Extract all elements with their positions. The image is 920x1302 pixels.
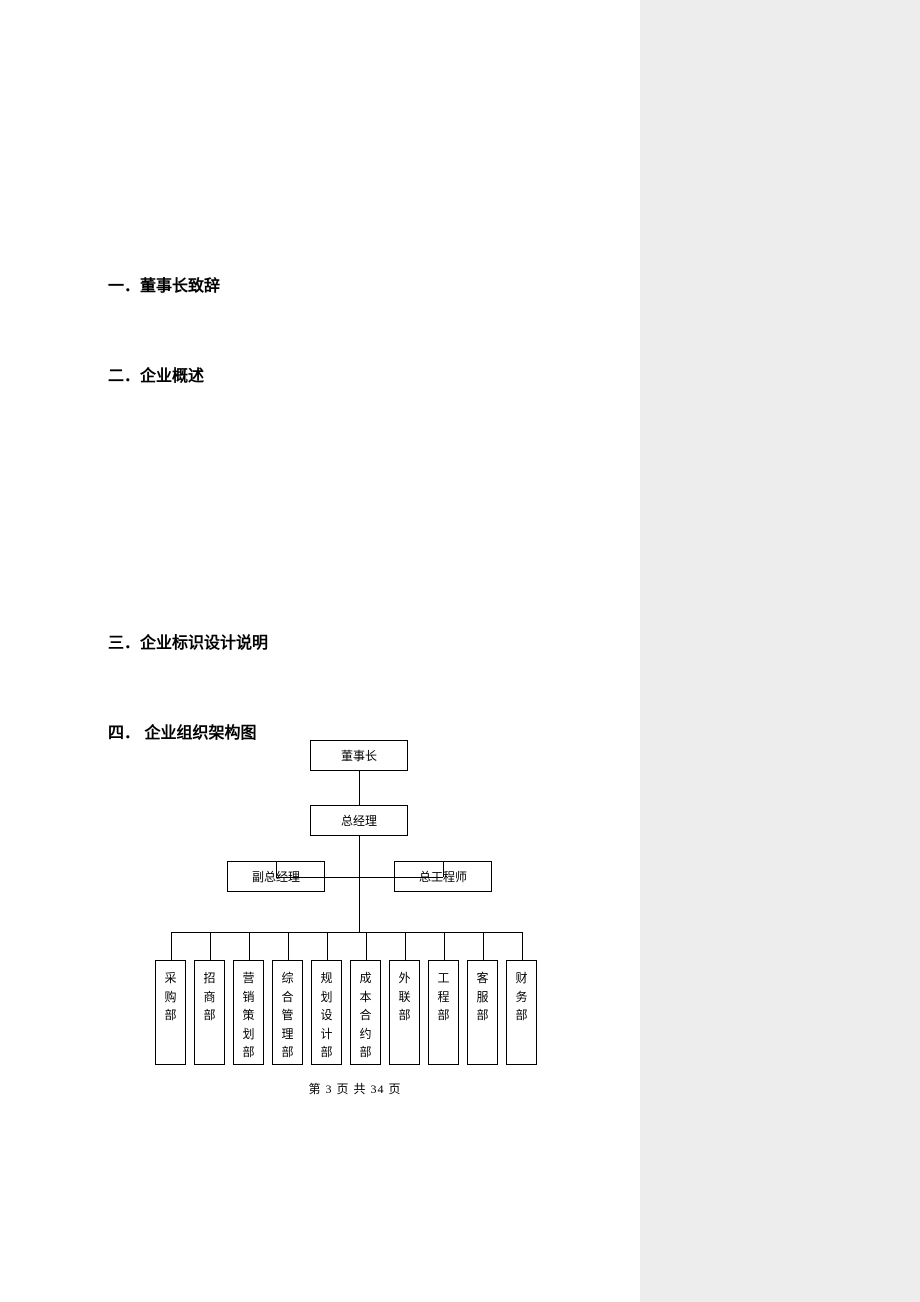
org-dept-box: 采购部: [155, 960, 186, 1065]
connector-v3a: [276, 861, 277, 877]
content-area: 一．董事长致辞 二．企业概述 三．企业标识设计说明 四． 企业组织架构图: [108, 272, 578, 743]
org-chart: 董事长总经理副总经理总工程师采购部招商部营销策划部综合管理部规划设计部成本合约部…: [155, 740, 555, 1070]
connector-drop-6: [405, 932, 406, 960]
org-dept-box: 成本合约部: [350, 960, 381, 1065]
org-node-gm: 总经理: [310, 805, 408, 836]
org-dept-box: 综合管理部: [272, 960, 303, 1065]
heading-3: 三．企业标识设计说明: [108, 629, 578, 653]
org-dept-box: 外联部: [389, 960, 420, 1065]
connector-vmid: [359, 904, 360, 932]
org-dept-box: 营销策划部: [233, 960, 264, 1065]
connector-v1: [359, 771, 360, 805]
page: 一．董事长致辞 二．企业概述 三．企业标识设计说明 四． 企业组织架构图 董事长…: [0, 0, 640, 1302]
connector-drop-8: [483, 932, 484, 960]
connector-h-level3: [276, 877, 443, 878]
org-dept-box: 财务部: [506, 960, 537, 1065]
connector-drop-2: [249, 932, 250, 960]
connector-bus: [171, 932, 523, 933]
org-node-chairman: 董事长: [310, 740, 408, 771]
connector-drop-9: [522, 932, 523, 960]
connector-v2: [359, 836, 360, 904]
org-dept-box: 招商部: [194, 960, 225, 1065]
heading-2: 二．企业概述: [108, 362, 578, 386]
page-footer: 第 3 页 共 34 页: [0, 1080, 710, 1097]
connector-drop-0: [171, 932, 172, 960]
heading-1: 一．董事长致辞: [108, 272, 578, 296]
org-dept-box: 规划设计部: [311, 960, 342, 1065]
connector-drop-1: [210, 932, 211, 960]
org-dept-box: 工程部: [428, 960, 459, 1065]
connector-drop-7: [444, 932, 445, 960]
org-dept-box: 客服部: [467, 960, 498, 1065]
connector-drop-5: [366, 932, 367, 960]
connector-drop-4: [327, 932, 328, 960]
connector-drop-3: [288, 932, 289, 960]
connector-v3b: [443, 861, 444, 877]
